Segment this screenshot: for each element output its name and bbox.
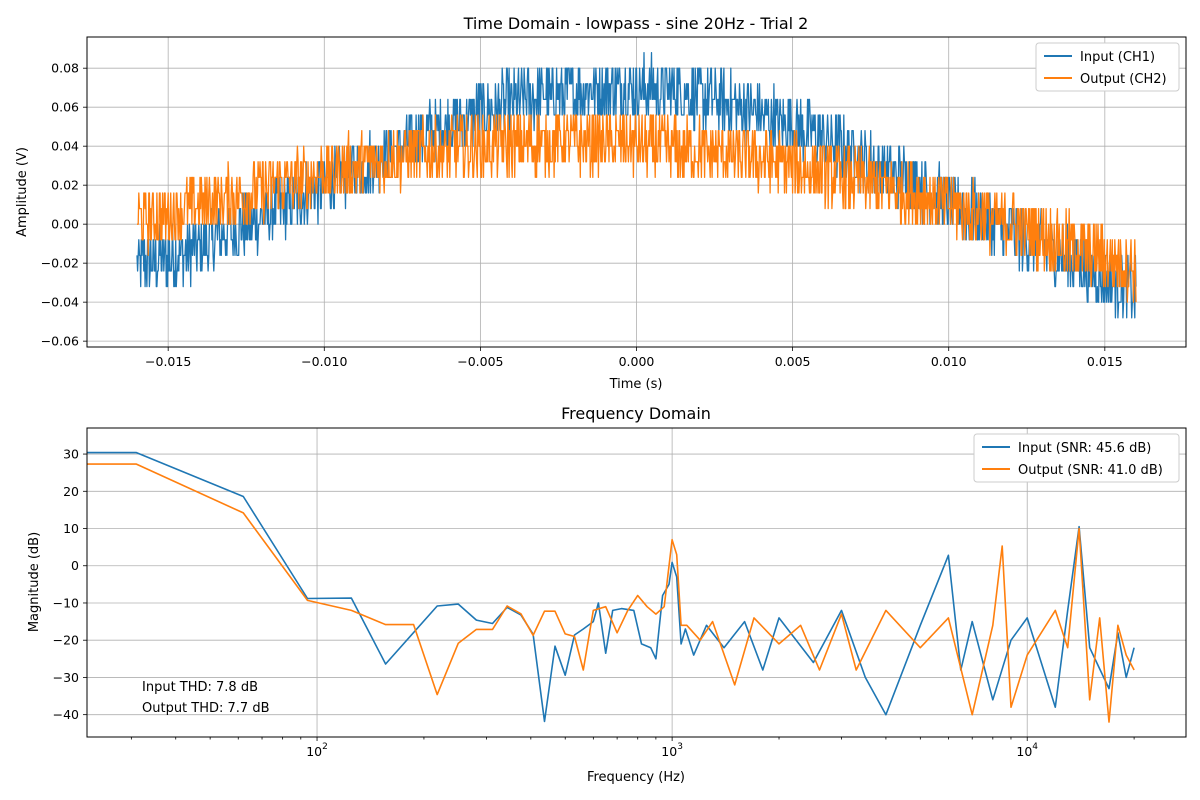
x-tick-label: 102 (306, 742, 328, 759)
chart-title: Frequency Domain (561, 404, 711, 423)
legend-label-input: Input (SNR: 45.6 dB) (1018, 441, 1151, 456)
y-tick-label: 0.06 (51, 100, 79, 115)
x-tick-label: 104 (1016, 742, 1038, 759)
chart-title: Time Domain - lowpass - sine 20Hz - Tria… (463, 14, 809, 33)
y-tick-label: −0.06 (41, 334, 79, 349)
y-tick-label: −10 (53, 595, 79, 610)
y-tick-label: 10 (63, 521, 79, 536)
series-line-input (87, 451, 1135, 723)
y-tick-label: 30 (63, 447, 79, 462)
y-tick-label: 0.04 (51, 139, 79, 154)
y-tick-label: −0.04 (41, 295, 79, 310)
x-tick-label: −0.010 (301, 354, 347, 369)
legend-label-output: Output (SNR: 41.0 dB) (1018, 463, 1163, 478)
annotation-input-thd: Input THD: 7.8 dB (142, 680, 258, 695)
x-tick-label: 0.010 (931, 354, 967, 369)
y-tick-label: 0.08 (51, 61, 79, 76)
legend-label-input: Input (CH1) (1080, 50, 1155, 65)
y-axis-label: Magnitude (dB) (27, 532, 42, 632)
x-axis-label: Time (s) (609, 377, 663, 392)
y-tick-label: −30 (53, 670, 79, 685)
y-axis-label: Amplitude (V) (15, 147, 30, 237)
x-tick-label: 0.005 (775, 354, 811, 369)
legend-box (973, 433, 1180, 483)
x-tick-label: −0.015 (145, 354, 191, 369)
y-tick-label: 0 (71, 558, 79, 573)
x-tick-label: 0.015 (1087, 354, 1123, 369)
series-line-output (87, 463, 1135, 723)
series-line-output (136, 114, 1137, 303)
annotation-output-thd: Output THD: 7.7 dB (142, 701, 270, 716)
y-tick-label: −20 (53, 633, 79, 648)
y-tick-label: 0.02 (51, 178, 79, 193)
ticks: −0.015 −0.010 −0.005 0.000 0.005 0.010 0.015 −0… (41, 61, 1123, 369)
legend-label-output: Output (CH2) (1080, 72, 1167, 87)
series-lines (136, 51, 1137, 319)
x-tick-label: −0.005 (457, 354, 503, 369)
x-tick-label: 0.000 (619, 354, 655, 369)
legend: Input (CH1) Output (CH2) (1035, 42, 1180, 92)
legend: Input (SNR: 45.6 dB) Output (SNR: 41.0 d… (973, 433, 1180, 483)
x-axis-label: Frequency (Hz) (587, 770, 685, 785)
frequency-domain-chart: Frequency Domain Frequency (Hz) Magnitud… (27, 404, 1187, 785)
x-tick-label: 103 (661, 742, 683, 759)
y-tick-label: −0.02 (41, 256, 79, 271)
plot-frame (86, 36, 1187, 348)
series-lines (87, 451, 1135, 723)
time-domain-chart: Time Domain - lowpass - sine 20Hz - Tria… (15, 14, 1187, 392)
y-tick-label: 20 (63, 484, 79, 499)
y-tick-label: −40 (53, 707, 79, 722)
plot-frame (86, 427, 1187, 738)
y-tick-label: 0.00 (51, 217, 79, 232)
